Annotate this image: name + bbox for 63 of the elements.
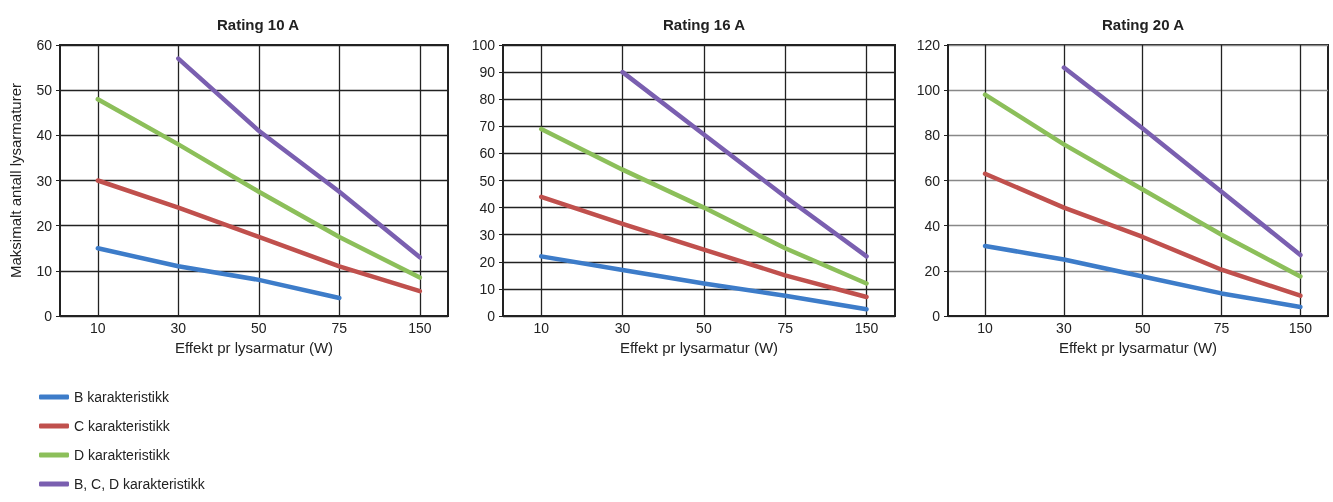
x-tick-label: 150 [854, 320, 879, 336]
y-tick-label: 0 [487, 308, 496, 324]
y-tick-label: 70 [479, 118, 496, 135]
x-tick-label: 75 [1213, 320, 1230, 336]
line-series [982, 243, 1303, 310]
y-tick-label: 0 [932, 308, 941, 324]
y-tick-label: 60 [36, 37, 53, 53]
x-tick-label: 50 [1134, 320, 1151, 336]
legend-label: B, C, D karakteristikk [74, 476, 206, 492]
line-series [982, 92, 1303, 279]
legend-label: B karakteristikk [74, 389, 170, 405]
y-tick-label: 40 [36, 127, 53, 144]
x-tick-label: 50 [696, 320, 712, 336]
y-tick-label: 80 [924, 127, 941, 144]
line-series [538, 126, 869, 286]
y-axis-title: Maksimalt antall lysarmaturer [7, 82, 24, 279]
legend-label: C karakteristikk [74, 418, 171, 434]
y-tick-label: 60 [479, 145, 496, 162]
y-tick-label: 30 [36, 172, 53, 189]
y-tick-label: 100 [471, 37, 496, 53]
y-tick-label: 40 [479, 199, 496, 216]
x-axis-title: Effekt pr lysarmatur (W) [1058, 338, 1218, 356]
y-tick-label: 10 [479, 280, 496, 297]
line-series [538, 194, 869, 300]
y-tick-label: 10 [36, 262, 53, 279]
x-tick-label: 10 [533, 320, 550, 336]
line-series [176, 56, 423, 260]
y-tick-label: 20 [924, 262, 941, 279]
x-tick-label: 10 [90, 320, 106, 336]
line-series [620, 69, 869, 259]
y-tick-label: 20 [36, 217, 53, 234]
x-tick-label: 30 [1056, 320, 1072, 336]
x-tick-label: 30 [614, 320, 631, 336]
line-series [95, 178, 423, 294]
y-tick-label: 120 [916, 37, 941, 53]
x-tick-label: 75 [331, 320, 348, 336]
line-series [1061, 65, 1303, 258]
x-tick-label: 150 [1288, 320, 1313, 336]
y-tick-label: 90 [479, 64, 496, 81]
chart-title: Rating 10 A [217, 16, 300, 33]
legend-label: D karakteristikk [74, 447, 171, 463]
chart-title: Rating 20 A [1102, 16, 1185, 33]
y-tick-label: 100 [916, 82, 941, 99]
y-tick-label: 20 [479, 253, 496, 270]
x-tick-label: 50 [251, 320, 267, 336]
x-tick-label: 150 [408, 320, 432, 336]
y-tick-label: 40 [924, 217, 941, 234]
chart-title: Rating 16 A [663, 16, 746, 33]
y-tick-label: 0 [44, 308, 53, 324]
line-series [95, 96, 423, 280]
x-tick-label: 75 [777, 320, 794, 336]
x-tick-label: 30 [170, 320, 187, 336]
y-tick-label: 50 [479, 172, 496, 189]
line-series [982, 171, 1303, 298]
y-tick-label: 80 [479, 91, 496, 108]
y-tick-label: 30 [479, 226, 496, 243]
x-tick-label: 10 [977, 320, 994, 336]
y-tick-label: 50 [36, 82, 53, 99]
x-axis-title: Effekt pr lysarmatur (W) [619, 338, 779, 356]
x-axis-title: Effekt pr lysarmatur (W) [174, 338, 334, 356]
y-tick-label: 60 [924, 172, 941, 189]
line-series [538, 254, 869, 312]
line-series [95, 246, 342, 301]
